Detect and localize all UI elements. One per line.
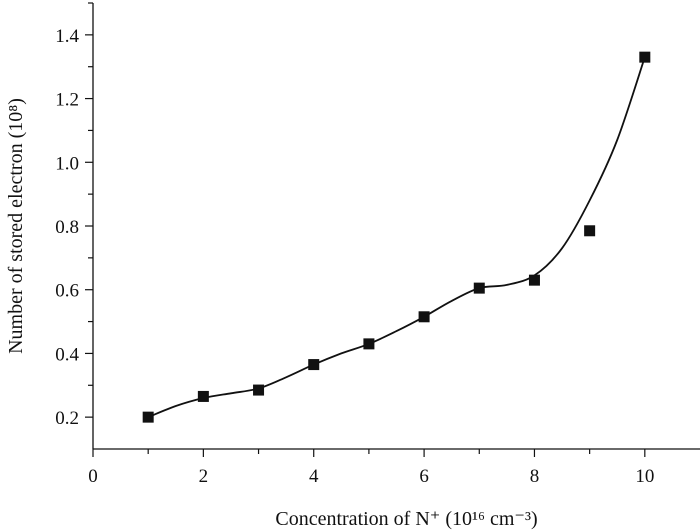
y-axis-title: Number of stored electron (10⁸) bbox=[5, 98, 27, 354]
x-tick-label: 0 bbox=[88, 466, 98, 487]
data-point bbox=[639, 51, 651, 63]
x-axis-title: Concentration of N⁺ (10¹⁶ cm⁻³) bbox=[275, 508, 537, 530]
y-tick-label: 1.4 bbox=[55, 26, 79, 47]
markers bbox=[142, 51, 651, 423]
y-tick-label: 0.2 bbox=[55, 408, 79, 429]
x-tick-label: 2 bbox=[199, 466, 209, 487]
x-tick-label: 6 bbox=[419, 466, 429, 487]
x-tick-label: 10 bbox=[635, 466, 654, 487]
axes bbox=[92, 3, 700, 450]
data-point bbox=[473, 282, 485, 294]
x-tick-label: 8 bbox=[530, 466, 540, 487]
data-point bbox=[363, 338, 375, 350]
data-point bbox=[418, 311, 430, 323]
data-point bbox=[528, 274, 540, 286]
y-tick-label: 1.2 bbox=[55, 90, 79, 111]
fit-curve bbox=[147, 56, 646, 418]
ticks bbox=[85, 2, 646, 457]
y-tick-label: 1.0 bbox=[55, 153, 79, 174]
data-point bbox=[584, 225, 596, 237]
y-tick-label: 0.6 bbox=[55, 281, 79, 302]
data-point bbox=[142, 411, 154, 423]
tick-labels: 0 2 4 6 8 10 0.2 0.4 0.6 0.8 1.0 1.2 1.4 bbox=[55, 26, 654, 487]
x-tick-label: 4 bbox=[309, 466, 319, 487]
y-tick-label: 0.4 bbox=[55, 344, 79, 365]
data-point bbox=[308, 359, 320, 371]
data-point bbox=[253, 384, 265, 396]
data-point bbox=[197, 390, 209, 402]
y-tick-label: 0.8 bbox=[55, 217, 79, 238]
